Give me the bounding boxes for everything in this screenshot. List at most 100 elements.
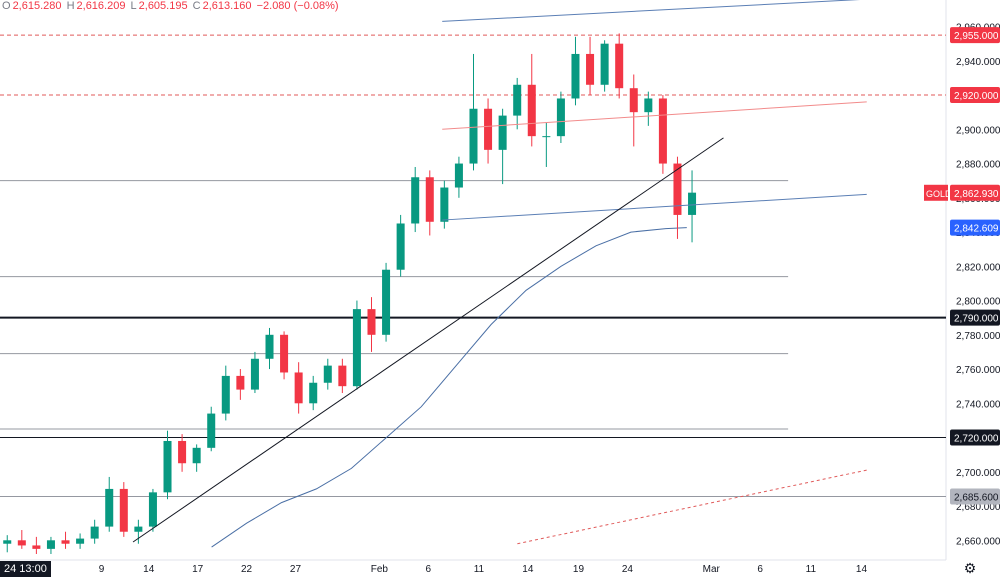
price-label-bg: [950, 488, 1000, 505]
y-tick-label: 2,700.000: [956, 468, 1000, 479]
last-price-bg: [950, 184, 1000, 201]
candle: [556, 91, 565, 143]
candle-body: [615, 43, 624, 89]
candle-body: [484, 108, 493, 150]
y-tick-label: 2,680.000: [956, 502, 1000, 513]
candle: [17, 530, 26, 549]
open-value: 2,615.280: [12, 0, 62, 12]
candle-body: [527, 84, 536, 137]
candle-body: [644, 98, 653, 113]
candle: [323, 358, 332, 390]
gear-icon[interactable]: ⚙: [963, 560, 977, 576]
candle: [163, 430, 172, 500]
x-tick-label: 11: [474, 564, 485, 575]
candle: [207, 406, 216, 452]
x-tick-label: 9: [99, 564, 105, 575]
candle: [134, 519, 143, 544]
level-price-label: 2,720.000: [950, 429, 1000, 446]
candle: [105, 476, 114, 532]
high-label: H: [66, 0, 75, 12]
low-value: 2,605.195: [138, 0, 188, 12]
candle: [309, 375, 318, 411]
x-tick-label: 14: [856, 564, 868, 575]
ohlc-legend: O 2,615.280 H 2,616.209 L 2,605.195 C 2,613.…: [2, 0, 341, 12]
candle-body: [280, 334, 289, 373]
candlestick-series: [3, 33, 697, 554]
x-tick-label: 19: [573, 564, 585, 575]
x-tick-label: 22: [241, 564, 253, 575]
candle: [367, 297, 376, 352]
candle-body: [17, 540, 26, 546]
candle: [178, 434, 187, 472]
trendline: [442, 101, 867, 130]
candle-body: [440, 187, 449, 222]
candle: [673, 156, 682, 239]
candle: [586, 36, 595, 96]
candle-body: [352, 309, 361, 387]
trendline: [132, 137, 724, 543]
grid: [0, 0, 947, 561]
candle-body: [163, 440, 172, 493]
level-price-label: 2,920.000: [950, 87, 1000, 104]
change-value: −2.080 (−0.08%): [256, 0, 339, 12]
y-tick-label: 2,660.000: [956, 536, 1000, 547]
candle: [61, 531, 70, 549]
x-tick-label: 6: [425, 564, 431, 575]
trendlines: [132, 0, 867, 545]
candle: [571, 36, 580, 106]
x-tick-label: Feb: [371, 564, 389, 575]
candle-body: [192, 447, 201, 464]
candle-body: [600, 43, 609, 85]
candle-body: [119, 488, 128, 532]
price-label-bg: [950, 309, 1000, 326]
candle-body: [236, 375, 245, 390]
low-label: L: [130, 0, 137, 12]
crosshair-time-badge: 24 13:00: [0, 561, 51, 577]
candle: [119, 482, 128, 537]
candle: [629, 74, 638, 147]
trendline: [442, 0, 861, 22]
candle: [644, 91, 653, 126]
candle-body: [221, 375, 230, 414]
y-tick-label: 2,900.000: [956, 125, 1000, 136]
candle-body: [294, 372, 303, 404]
y-tick-label: 2,820.000: [956, 262, 1000, 273]
candle: [148, 488, 157, 532]
candle-body: [309, 382, 318, 404]
level-price-label: 2,685.600: [950, 488, 1000, 505]
candle: [265, 327, 274, 370]
candle-body: [250, 358, 259, 390]
candle-body: [32, 545, 41, 549]
candle: [527, 53, 536, 147]
y-tick-label: 2,740.000: [956, 399, 1000, 410]
price-label-text: 2,790.000: [954, 314, 999, 325]
price-label-text: 2,920.000: [954, 91, 999, 102]
candle-body: [367, 309, 376, 335]
candle: [221, 365, 230, 421]
candle: [338, 358, 347, 394]
price-labels: 2,955.000 2,920.000 2,790.000 2,720.000 2,68…: [924, 27, 1000, 505]
candle-body: [571, 53, 580, 99]
y-tick-label: 2,880.000: [956, 160, 1000, 171]
candle-body: [338, 365, 347, 387]
candle-body: [629, 88, 638, 113]
level-price-label: 2,955.000: [950, 27, 1000, 44]
candle: [658, 95, 667, 174]
candle: [32, 536, 41, 554]
y-tick-label: 2,800.000: [956, 297, 1000, 308]
x-axis[interactable]: 246914172227Feb611141924Mar61114: [0, 564, 867, 575]
candle: [90, 519, 99, 544]
candle-body: [556, 98, 565, 137]
candle-body: [382, 269, 391, 335]
candle: [76, 533, 85, 549]
candle: [615, 33, 624, 99]
price-label-text: 2,842.609: [954, 224, 999, 235]
close-value: 2,613.160: [202, 0, 252, 12]
candle-body: [76, 538, 85, 544]
moving-average-line: [211, 227, 687, 548]
candle-body: [207, 413, 216, 448]
candle-body: [411, 177, 420, 224]
trendline: [442, 193, 867, 221]
level-price-label: 2,790.000: [950, 309, 1000, 326]
